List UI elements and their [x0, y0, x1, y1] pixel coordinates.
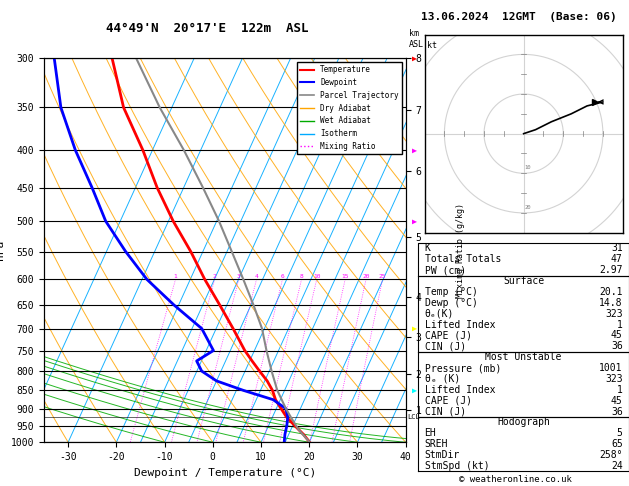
Text: 1: 1 — [617, 385, 623, 395]
Text: 25: 25 — [379, 275, 386, 279]
Text: Dewp (°C): Dewp (°C) — [425, 298, 477, 308]
Text: Hodograph: Hodograph — [497, 417, 550, 428]
Text: ▶: ▶ — [412, 217, 417, 226]
Text: Lifted Index: Lifted Index — [425, 320, 495, 330]
Text: CAPE (J): CAPE (J) — [425, 396, 472, 406]
Text: 10: 10 — [525, 165, 531, 170]
Text: ▶: ▶ — [412, 54, 417, 63]
Text: CIN (J): CIN (J) — [425, 341, 465, 351]
Text: EH: EH — [425, 428, 437, 438]
Text: ▶: ▶ — [412, 146, 417, 155]
Text: 15: 15 — [342, 275, 349, 279]
Text: 3: 3 — [237, 275, 241, 279]
Text: km
ASL: km ASL — [409, 29, 424, 49]
Text: 10: 10 — [313, 275, 320, 279]
Text: 20: 20 — [362, 275, 370, 279]
Text: Surface: Surface — [503, 276, 544, 286]
Text: 31: 31 — [611, 243, 623, 253]
Text: 44°49'N  20°17'E  122m  ASL: 44°49'N 20°17'E 122m ASL — [106, 22, 309, 35]
Text: Lifted Index: Lifted Index — [425, 385, 495, 395]
Text: θₑ (K): θₑ (K) — [425, 374, 460, 384]
Text: Pressure (mb): Pressure (mb) — [425, 363, 501, 373]
Text: θₑ(K): θₑ(K) — [425, 309, 454, 319]
Text: StmDir: StmDir — [425, 450, 460, 460]
Text: Most Unstable: Most Unstable — [486, 352, 562, 362]
Text: 2: 2 — [213, 275, 216, 279]
Text: 4: 4 — [255, 275, 259, 279]
Y-axis label: Mixing Ratio (g/kg): Mixing Ratio (g/kg) — [456, 203, 465, 298]
Text: 1: 1 — [617, 320, 623, 330]
Text: 6: 6 — [281, 275, 284, 279]
Text: SREH: SREH — [425, 439, 448, 449]
Text: 36: 36 — [611, 341, 623, 351]
Text: Temp (°C): Temp (°C) — [425, 287, 477, 297]
Text: 258°: 258° — [599, 450, 623, 460]
Text: 8: 8 — [299, 275, 303, 279]
X-axis label: Dewpoint / Temperature (°C): Dewpoint / Temperature (°C) — [134, 468, 316, 478]
Text: 1001: 1001 — [599, 363, 623, 373]
Text: 45: 45 — [611, 396, 623, 406]
Text: StmSpd (kt): StmSpd (kt) — [425, 461, 489, 471]
Text: 36: 36 — [611, 407, 623, 417]
Text: 323: 323 — [605, 309, 623, 319]
Text: CAPE (J): CAPE (J) — [425, 330, 472, 341]
Text: 20.1: 20.1 — [599, 287, 623, 297]
Text: kt: kt — [426, 40, 437, 50]
Text: ▶: ▶ — [412, 386, 417, 395]
Text: LCL: LCL — [407, 414, 420, 420]
Text: PW (cm): PW (cm) — [425, 265, 465, 275]
Text: Totals Totals: Totals Totals — [425, 254, 501, 264]
Text: 14.8: 14.8 — [599, 298, 623, 308]
Text: 5: 5 — [617, 428, 623, 438]
Text: CIN (J): CIN (J) — [425, 407, 465, 417]
Text: K: K — [425, 243, 430, 253]
Text: 45: 45 — [611, 330, 623, 341]
Y-axis label: hPa: hPa — [0, 240, 5, 260]
Text: 24: 24 — [611, 461, 623, 471]
Text: ▶: ▶ — [412, 324, 417, 333]
Text: © weatheronline.co.uk: © weatheronline.co.uk — [459, 474, 572, 484]
Text: 323: 323 — [605, 374, 623, 384]
Legend: Temperature, Dewpoint, Parcel Trajectory, Dry Adiabat, Wet Adiabat, Isotherm, Mi: Temperature, Dewpoint, Parcel Trajectory… — [298, 62, 402, 154]
Text: 13.06.2024  12GMT  (Base: 06): 13.06.2024 12GMT (Base: 06) — [421, 12, 617, 22]
Text: 1: 1 — [174, 275, 177, 279]
Text: 65: 65 — [611, 439, 623, 449]
Text: 47: 47 — [611, 254, 623, 264]
Text: 2.97: 2.97 — [599, 265, 623, 275]
Text: 20: 20 — [525, 205, 531, 210]
